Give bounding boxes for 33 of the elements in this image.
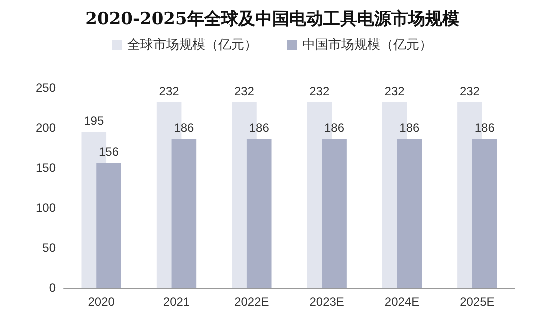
- x-tick-label: 2022E: [234, 295, 270, 309]
- y-tick-label: 250: [36, 81, 56, 95]
- data-label: 232: [384, 84, 406, 98]
- data-label: 232: [460, 84, 480, 98]
- data-label: 232: [159, 84, 180, 98]
- x-tick-label: 2024E: [384, 295, 420, 309]
- bar: [96, 163, 122, 288]
- data-label: 186: [249, 121, 270, 136]
- y-tick-label: 50: [42, 241, 56, 255]
- bar: [472, 139, 498, 288]
- data-label: 232: [234, 84, 255, 98]
- bar: [322, 139, 347, 288]
- bar: [397, 139, 422, 288]
- legend-label: 全球市场规模（亿元）: [128, 38, 258, 53]
- data-label: 186: [324, 121, 345, 136]
- x-tick-label: 2020: [88, 295, 116, 309]
- x-tick-label: 2025E: [460, 295, 495, 309]
- data-label: 232: [310, 84, 330, 98]
- y-tick-label: 0: [49, 281, 56, 295]
- data-label: 186: [474, 121, 496, 136]
- data-label: 186: [400, 121, 420, 136]
- x-tick-label: 2023E: [310, 295, 344, 309]
- y-tick-label: 100: [36, 201, 56, 215]
- bar: [246, 139, 272, 288]
- bar: [172, 139, 197, 288]
- data-label: 186: [174, 121, 195, 136]
- x-tick-label: 2021: [163, 295, 190, 309]
- y-tick-label: 150: [36, 161, 56, 175]
- data-label: 156: [99, 145, 120, 160]
- legend-label: 中国市场规模（亿元）: [302, 38, 432, 53]
- chart-title: 2020-2025年全球及中国电动工具电源市场规模: [86, 10, 460, 30]
- data-label: 195: [84, 114, 104, 128]
- y-tick-label: 200: [36, 121, 56, 135]
